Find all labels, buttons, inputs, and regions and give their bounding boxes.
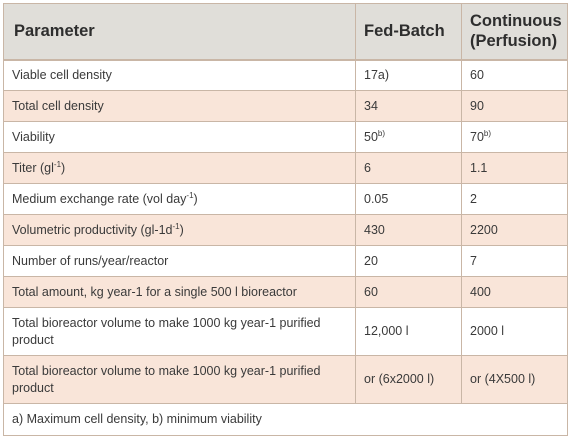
- row-fed-batch-value: 17a): [355, 59, 462, 91]
- table-row: Total bioreactor volume to make 1000 kg …: [3, 355, 568, 404]
- row-continuous-value: 2200: [461, 214, 568, 246]
- row-continuous-value: 2: [461, 183, 568, 215]
- row-parameter: Total amount, kg year-1 for a single 500…: [3, 276, 356, 308]
- row-fed-batch-value: 60: [355, 276, 462, 308]
- table-row: Viability 50b) 70b): [3, 121, 568, 153]
- table-row: Medium exchange rate (vol day-1) 0.05 2: [3, 183, 568, 215]
- row-parameter: Titer (gl-1): [3, 152, 356, 184]
- row-parameter: Viability: [3, 121, 356, 153]
- row-fed-batch-value: 0.05: [355, 183, 462, 215]
- footnote: a) Maximum cell density, b) minimum viab…: [3, 403, 568, 436]
- table-row: Viable cell density 17a) 60: [3, 59, 568, 91]
- row-continuous-value: 60: [461, 59, 568, 91]
- footnote-row: a) Maximum cell density, b) minimum viab…: [3, 403, 568, 436]
- table-row: Total cell density 34 90: [3, 90, 568, 122]
- table-row: Number of runs/year/reactor 20 7: [3, 245, 568, 277]
- table-row: Volumetric productivity (gl-1d-1) 430 22…: [3, 214, 568, 246]
- row-parameter: Medium exchange rate (vol day-1): [3, 183, 356, 215]
- row-continuous-value: 7: [461, 245, 568, 277]
- header-parameter: Parameter: [3, 3, 356, 61]
- row-continuous-value: 1.1: [461, 152, 568, 184]
- header-row: Parameter Fed-Batch Continuous (Perfusio…: [3, 3, 568, 61]
- table-row: Total amount, kg year-1 for a single 500…: [3, 276, 568, 308]
- row-fed-batch-value: 50b): [355, 121, 462, 153]
- row-parameter: Viable cell density: [3, 59, 356, 91]
- row-parameter: Number of runs/year/reactor: [3, 245, 356, 277]
- row-parameter: Total bioreactor volume to make 1000 kg …: [3, 355, 356, 404]
- row-fed-batch-value: 12,000 l: [355, 307, 462, 356]
- table-row: Titer (gl-1) 6 1.1: [3, 152, 568, 184]
- row-continuous-value: 90: [461, 90, 568, 122]
- row-parameter: Volumetric productivity (gl-1d-1): [3, 214, 356, 246]
- header-continuous: Continuous (Perfusion): [461, 3, 568, 61]
- comparison-table: Parameter Fed-Batch Continuous (Perfusio…: [3, 3, 568, 436]
- row-parameter: Total cell density: [3, 90, 356, 122]
- row-fed-batch-value: 430: [355, 214, 462, 246]
- row-fed-batch-value: or (6x2000 l): [355, 355, 462, 404]
- row-continuous-value: 400: [461, 276, 568, 308]
- row-continuous-value: 2000 l: [461, 307, 568, 356]
- row-fed-batch-value: 34: [355, 90, 462, 122]
- table-row: Total bioreactor volume to make 1000 kg …: [3, 307, 568, 356]
- row-parameter: Total bioreactor volume to make 1000 kg …: [3, 307, 356, 356]
- row-fed-batch-value: 6: [355, 152, 462, 184]
- header-fed-batch: Fed-Batch: [355, 3, 462, 61]
- row-continuous-value: or (4X500 l): [461, 355, 568, 404]
- row-fed-batch-value: 20: [355, 245, 462, 277]
- row-continuous-value: 70b): [461, 121, 568, 153]
